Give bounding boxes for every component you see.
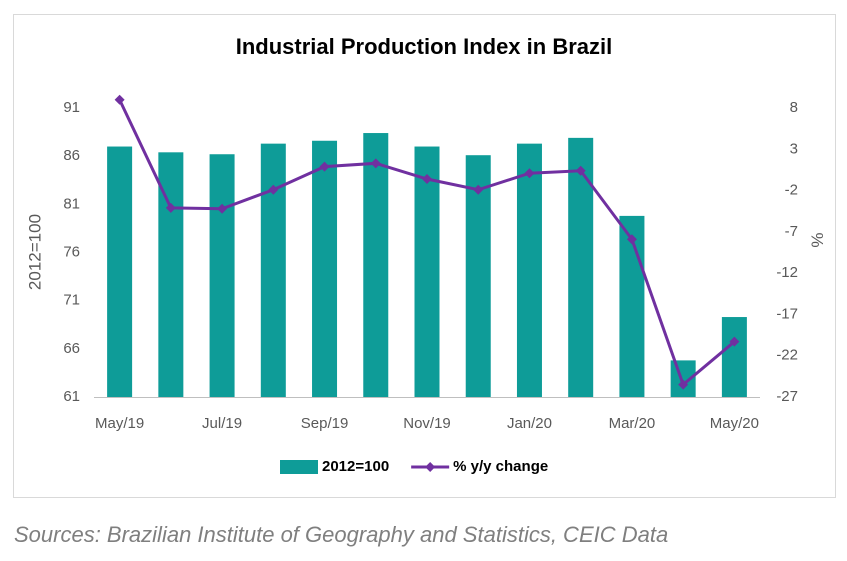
y-tick-label: 66 (63, 340, 80, 357)
line-marker (114, 94, 125, 105)
source-note: Sources: Brazilian Institute of Geograph… (14, 522, 668, 547)
bar (107, 146, 133, 397)
y2-tick-label: -22 (776, 347, 798, 364)
x-tick-label: Nov/19 (403, 415, 451, 432)
chart-title: Industrial Production Index in Brazil (236, 34, 612, 59)
bar (414, 146, 440, 397)
y-tick-label: 76 (63, 243, 80, 260)
line-marker (729, 336, 740, 347)
y-tick-label: 61 (63, 388, 80, 405)
line-marker (370, 158, 381, 169)
bar (209, 154, 235, 397)
line-marker (678, 379, 689, 390)
line-marker (473, 184, 484, 195)
y-axis-label: 2012=100 (25, 214, 44, 290)
bar (721, 317, 747, 397)
x-tick-label: May/20 (710, 415, 759, 432)
x-tick-label: Mar/20 (609, 415, 656, 432)
y2-tick-label: 3 (790, 140, 798, 157)
y2-axis-label: % (808, 232, 827, 247)
legend-swatch (280, 460, 318, 474)
line-marker (319, 161, 330, 172)
line-marker (626, 234, 637, 245)
legend-label: % y/y change (453, 458, 548, 475)
bar (363, 133, 389, 397)
y-tick-label: 81 (63, 195, 80, 212)
bar (260, 143, 286, 397)
y2-tick-label: -27 (776, 388, 798, 405)
x-tick-label: May/19 (95, 415, 144, 432)
x-tick-label: Jul/19 (202, 415, 242, 432)
bar (568, 137, 594, 397)
line-marker (524, 168, 535, 179)
line-marker (217, 203, 228, 214)
y2-tick-label: -7 (785, 223, 798, 240)
y-tick-label: 86 (63, 147, 80, 164)
line-marker (165, 202, 176, 213)
bar (516, 143, 542, 397)
y2-tick-label: -2 (785, 182, 798, 199)
line-marker (422, 174, 432, 185)
bar (465, 155, 491, 397)
line-marker (575, 165, 586, 176)
y2-tick-label: -17 (776, 305, 798, 322)
bar (619, 215, 645, 397)
y2-tick-label: -12 (776, 264, 798, 281)
bar (312, 140, 338, 397)
y2-tick-label: 8 (790, 99, 798, 116)
x-tick-label: Sep/19 (301, 415, 349, 432)
x-tick-label: Jan/20 (507, 415, 552, 432)
line-marker (268, 184, 279, 195)
y-tick-label: 71 (63, 292, 80, 309)
chart-frame (13, 14, 836, 498)
legend-label: 2012=100 (322, 458, 389, 475)
legend-marker (425, 462, 436, 472)
y-tick-label: 91 (63, 99, 80, 116)
